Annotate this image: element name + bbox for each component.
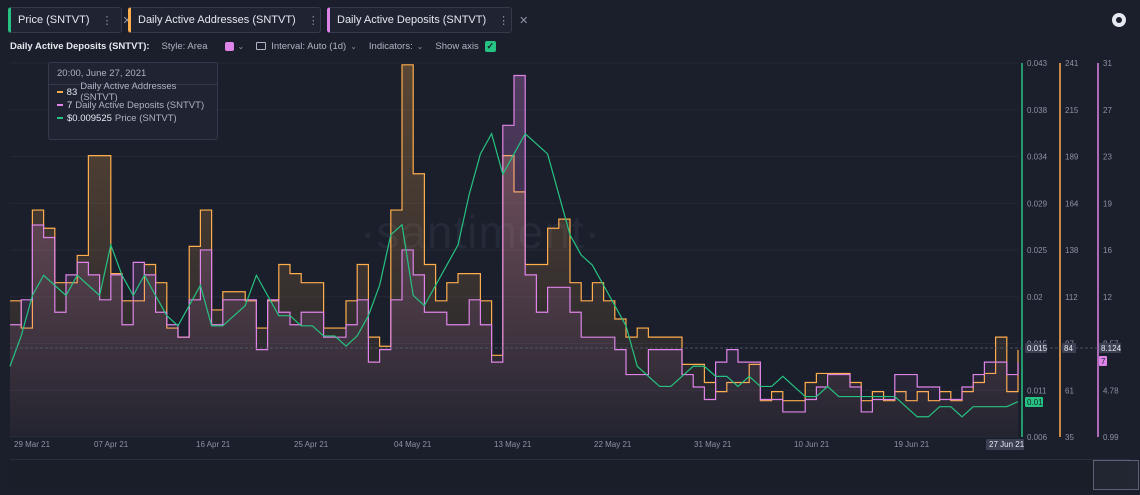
x-tick-label: 07 Apr 21 — [94, 440, 129, 449]
range-handle[interactable] — [1093, 460, 1139, 490]
y-tick-label: 164 — [1065, 199, 1079, 208]
tab-daily-active-addresses[interactable]: Daily Active Addresses (SNTVT) ⋮ ✕ — [128, 7, 338, 33]
y-tick-label: 61 — [1065, 386, 1074, 395]
tooltip-value: 7 — [67, 99, 73, 111]
x-tick-label: 13 May 21 — [494, 440, 532, 449]
y-tick-label: 0.029 — [1027, 199, 1048, 208]
legend-dot — [57, 91, 63, 93]
tooltip-label: Daily Active Deposits (SNTVT) — [75, 99, 205, 111]
tooltip-row: $0.009525 Price (SNTVT) — [49, 112, 217, 124]
x-tick-label: 19 Jun 21 — [894, 440, 930, 449]
tooltip-label: Price (SNTVT) — [114, 112, 177, 124]
y-tick-label: 31 — [1103, 59, 1112, 68]
settings-icon[interactable] — [1112, 13, 1126, 27]
y-tick-label: 0.025 — [1027, 246, 1048, 255]
last-value-price-bg — [1025, 397, 1043, 407]
x-tick-label: 10 Jun 21 — [794, 440, 830, 449]
tooltip-label: Daily Active Addresses (SNTVT) — [80, 81, 177, 103]
y-tick-label: 12 — [1103, 293, 1112, 302]
hover-date-badge — [986, 439, 1024, 450]
legend-dot — [57, 104, 63, 106]
hover-value-addresses: 84 — [1064, 344, 1073, 353]
series-line-1 — [10, 74, 1019, 413]
more-options-icon[interactable]: ⋮ — [498, 14, 510, 27]
y-tick-label: 0.038 — [1027, 106, 1048, 115]
y-tick-label: 189 — [1065, 153, 1079, 162]
y-tick-label: 0.043 — [1027, 59, 1048, 68]
last-value-price: 0.01 — [1027, 398, 1043, 407]
tab-daily-active-deposits[interactable]: Daily Active Deposits (SNTVT) ⋮ ✕ — [327, 7, 528, 33]
metric-toolbar: Daily Active Deposits (SNTVT): Style: Ar… — [10, 38, 508, 54]
series-area-1 — [10, 75, 1018, 437]
tooltip-row: 83 Daily Active Addresses (SNTVT) — [49, 81, 217, 103]
hover-value-deposits-bg — [1099, 343, 1121, 353]
y-tick-label: 0.02 — [1027, 293, 1043, 302]
tooltip-date: 20:00, June 27, 2021 — [49, 63, 217, 85]
tooltip-value: 83 — [66, 86, 78, 98]
close-icon[interactable]: ✕ — [123, 14, 132, 27]
y-tick-label: 23 — [1103, 153, 1112, 162]
series-line-2 — [9, 132, 1019, 418]
y-tick-label: 0.034 — [1027, 153, 1048, 162]
range-navigator[interactable] — [10, 459, 1139, 490]
style-dropdown[interactable]: Style: Area — [162, 41, 208, 52]
show-axis-label: Show axis — [435, 40, 479, 52]
more-options-icon[interactable]: ⋮ — [307, 14, 319, 27]
hover-value-addresses-bg — [1062, 343, 1076, 353]
chevron-down-icon: ⌄ — [416, 41, 424, 51]
x-tick-label: 04 May 21 — [394, 440, 432, 449]
tab-daily-active-addresses-label: Daily Active Addresses (SNTVT) — [138, 14, 296, 26]
indicators-label: Indicators: — [368, 40, 413, 52]
last-value-deposits: 7 — [1101, 357, 1106, 366]
color-picker[interactable]: ⌄ — [220, 41, 245, 51]
chart-canvas[interactable]: 0.0430.0380.0340.0290.0250.020.0150.0110… — [0, 55, 1140, 455]
color-swatch — [224, 41, 234, 51]
legend-dot — [57, 117, 63, 119]
hover-value-price-bg — [1025, 343, 1047, 353]
tab-daily-active-deposits-label: Daily Active Deposits (SNTVT) — [337, 14, 487, 26]
close-icon[interactable]: ✕ — [519, 14, 529, 27]
last-value-deposits-bg — [1099, 356, 1107, 366]
tooltip-value: $0.009525 — [67, 112, 112, 124]
y-tick-label: 138 — [1065, 246, 1079, 255]
indicators-dropdown[interactable]: Indicators: ⌄ — [369, 41, 424, 52]
y-tick-label: 112 — [1065, 293, 1078, 302]
show-axis-toggle[interactable]: Show axis ✓ — [435, 40, 496, 52]
interval-icon — [256, 42, 267, 50]
y-tick-label: 0.006 — [1027, 433, 1048, 442]
y-tick-label: 0.011 — [1027, 386, 1047, 395]
chevron-down-icon: ⌄ — [350, 41, 357, 51]
x-tick-label: 25 Apr 21 — [294, 440, 329, 449]
y-tick-label: 215 — [1065, 106, 1079, 115]
hover-value-price: 0.015 — [1027, 344, 1048, 353]
hover-value-deposits: 8.124 — [1101, 344, 1122, 353]
interval-label: Interval: Auto (1d) — [271, 40, 347, 52]
y-tick-label: 27 — [1103, 106, 1112, 115]
y-tick-label: 241 — [1065, 59, 1079, 68]
x-tick-label: 29 Mar 21 — [14, 440, 51, 449]
tab-price[interactable]: Price (SNTVT) ⋮ ✕ — [8, 7, 132, 33]
y-tick-label: 16 — [1103, 246, 1112, 255]
x-tick-label: 22 May 21 — [594, 440, 632, 449]
x-tick-label: 31 May 21 — [694, 440, 732, 449]
toolbar-title: Daily Active Deposits (SNTVT): — [10, 40, 150, 52]
y-tick-label: 4.78 — [1103, 386, 1119, 395]
tooltip-row: 7 Daily Active Deposits (SNTVT) — [49, 99, 217, 111]
hover-date-label: 27 Jun 21 — [989, 440, 1025, 449]
style-label: Style: Area — [161, 40, 208, 52]
chevron-down-icon: ⌄ — [237, 41, 245, 51]
checkbox-checked-icon: ✓ — [484, 40, 496, 52]
more-options-icon[interactable]: ⋮ — [101, 14, 113, 27]
chart-tooltip: 20:00, June 27, 2021 83 Daily Active Addr… — [48, 62, 218, 140]
metric-tabs: Price (SNTVT) ⋮ ✕ Daily Active Addresses… — [8, 7, 528, 33]
tab-price-label: Price (SNTVT) — [18, 14, 90, 26]
y-tick-label: 35 — [1065, 433, 1074, 442]
x-tick-label: 16 Apr 21 — [196, 440, 231, 449]
interval-dropdown[interactable]: Interval: Auto (1d) ⌄ — [256, 41, 357, 52]
y-tick-label: 0.99 — [1103, 433, 1119, 442]
y-tick-label: 19 — [1103, 199, 1112, 208]
